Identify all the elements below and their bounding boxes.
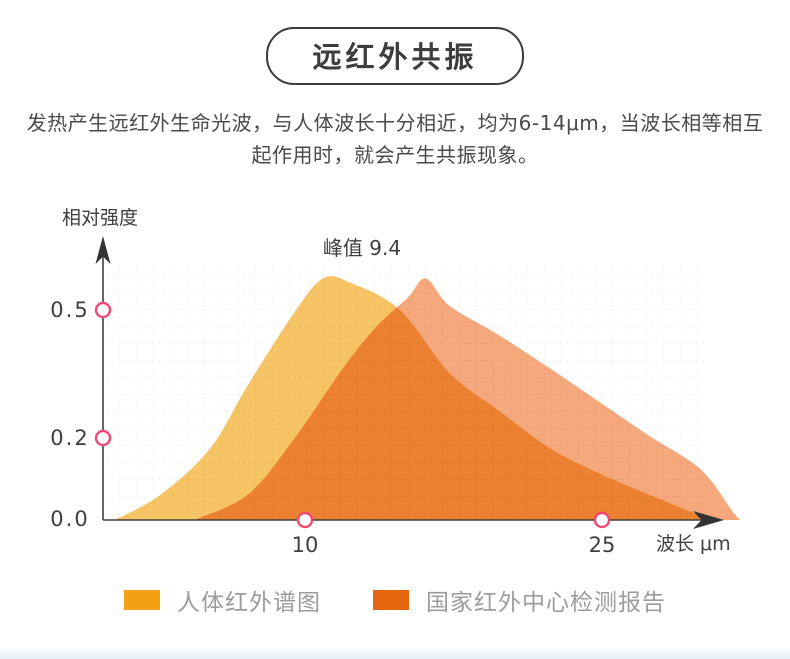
y-tick-label-00: 0.0 [50, 507, 89, 531]
x-tick-label-25: 25 [589, 533, 616, 557]
page-title: 远红外共振 [266, 27, 524, 85]
y-tick-label-05: 0.5 [50, 298, 89, 322]
header: 远红外共振 [0, 0, 790, 85]
chart-legend: 人体红外谱图 国家红外中心检测报告 [0, 583, 790, 617]
y-tick-marker-02 [94, 429, 112, 447]
legend-swatch-human-body [124, 590, 160, 610]
peak-annotation: 峰值 9.4 [323, 236, 401, 260]
x-tick-marker-10 [296, 511, 314, 529]
resonance-chart: 相对强度 峰值 9.4 0.5 0.2 0.0 10 25 波长 μm [50, 207, 741, 557]
y-axis-title: 相对强度 [62, 207, 138, 229]
y-axis-arrow-icon [95, 236, 111, 264]
bottom-gradient [0, 647, 790, 659]
tick-markers [94, 301, 611, 529]
axes [102, 256, 714, 521]
description-text: 发热产生远红外生命光波，与人体波长十分相近，均为6-14μm，当波长相等相互起作… [26, 111, 764, 167]
legend-item-human-body: 人体红外谱图 [124, 583, 321, 617]
x-axis-title: 波长 μm [656, 533, 731, 555]
chart-area: 相对强度 峰值 9.4 0.5 0.2 0.0 10 25 波长 μm [0, 190, 790, 575]
x-axis-arrow-icon [693, 511, 724, 529]
area-report [194, 278, 741, 520]
legend-item-report: 国家红外中心检测报告 [373, 583, 666, 617]
legend-label-report: 国家红外中心检测报告 [426, 590, 666, 616]
y-tick-label-02: 0.2 [50, 426, 89, 450]
legend-label-human-body: 人体红外谱图 [177, 590, 321, 616]
x-tick-label-10: 10 [292, 533, 319, 557]
x-tick-marker-25 [593, 511, 611, 529]
legend-swatch-report [373, 590, 409, 610]
y-tick-marker-05 [94, 301, 112, 319]
